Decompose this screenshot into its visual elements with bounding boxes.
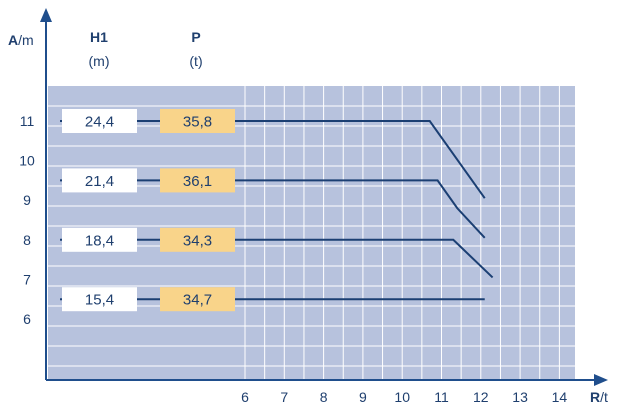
h1-value-label: 15,4 bbox=[85, 292, 114, 309]
y-tick-label: 8 bbox=[23, 232, 31, 248]
y-tick-labels: 6 7 8 9 10 11 bbox=[19, 113, 35, 327]
x-tick-label: 12 bbox=[473, 389, 489, 405]
x-tick-label: 10 bbox=[394, 389, 410, 405]
y-axis-label: A/m bbox=[8, 32, 34, 48]
p-value-label: 34,7 bbox=[183, 292, 212, 309]
column-header-h1: H1 bbox=[90, 29, 108, 45]
x-tick-label: 9 bbox=[359, 389, 367, 405]
column-unit-h1: (m) bbox=[89, 53, 110, 69]
h1-value-box bbox=[62, 109, 137, 133]
y-axis-label-unit: /m bbox=[18, 32, 34, 48]
x-tick-label: 7 bbox=[280, 389, 288, 405]
y-tick-label: 9 bbox=[23, 192, 31, 208]
x-tick-label: 11 bbox=[434, 389, 449, 405]
h1-value-label: 21,4 bbox=[85, 173, 114, 190]
p-value-label: 34,3 bbox=[183, 232, 212, 249]
p-value-label: 35,8 bbox=[183, 114, 212, 131]
x-axis-label-unit: /t bbox=[600, 389, 608, 405]
p-value-box bbox=[160, 109, 235, 133]
p-value-box bbox=[160, 227, 235, 252]
column-header-p: P bbox=[191, 29, 200, 45]
x-axis-arrow bbox=[594, 374, 608, 386]
series-layer: 24,4 35,8 21,4 36,1 18,4 34,3 15,4 34,7 bbox=[60, 109, 494, 312]
y-tick-label: 6 bbox=[23, 311, 31, 327]
series-line bbox=[60, 179, 486, 239]
column-unit-p: (t) bbox=[189, 53, 202, 69]
h1-value-box bbox=[62, 168, 137, 193]
p-value-box bbox=[160, 168, 235, 193]
x-axis-label: R/t bbox=[590, 389, 608, 405]
x-axis-label-bold: R bbox=[590, 389, 600, 405]
y-axis-arrow bbox=[40, 8, 52, 22]
x-tick-label: 14 bbox=[552, 389, 568, 405]
y-tick-label: 7 bbox=[23, 271, 31, 287]
y-axis-label-bold: A bbox=[8, 32, 18, 48]
p-value-label: 36,1 bbox=[183, 173, 212, 190]
x-tick-label: 6 bbox=[241, 389, 249, 405]
x-tick-labels: 6 7 8 9 10 11 12 13 14 bbox=[241, 389, 567, 405]
y-tick-label: 10 bbox=[19, 153, 35, 169]
h1-value-box bbox=[62, 287, 137, 312]
h1-value-label: 24,4 bbox=[85, 114, 114, 131]
h1-value-box bbox=[62, 227, 137, 252]
p-value-box bbox=[160, 287, 235, 312]
x-tick-label: 8 bbox=[320, 389, 328, 405]
x-tick-label: 13 bbox=[512, 389, 528, 405]
y-tick-label: 11 bbox=[20, 113, 35, 129]
axes bbox=[40, 8, 608, 386]
h1-value-label: 18,4 bbox=[85, 232, 114, 249]
